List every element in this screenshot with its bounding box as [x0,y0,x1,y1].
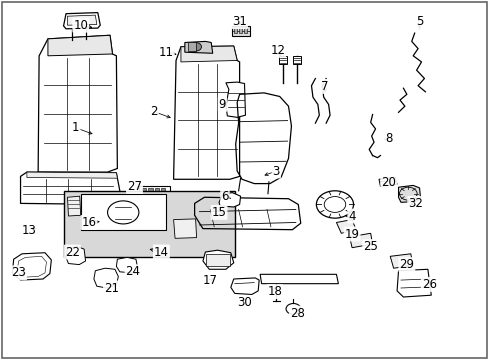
Circle shape [107,201,139,224]
Text: 4: 4 [347,210,355,222]
Text: 12: 12 [270,44,285,57]
Polygon shape [66,247,85,265]
Text: 28: 28 [289,307,304,320]
Polygon shape [378,177,396,186]
Text: 24: 24 [125,265,140,278]
Polygon shape [38,35,117,172]
Polygon shape [181,46,237,62]
Polygon shape [230,278,259,294]
Polygon shape [12,253,51,280]
Text: 30: 30 [237,296,251,309]
Polygon shape [116,257,138,273]
Polygon shape [20,172,120,204]
Text: 19: 19 [344,228,359,240]
Polygon shape [219,193,240,207]
Bar [139,186,169,195]
Polygon shape [173,219,196,238]
Polygon shape [67,196,81,216]
Text: 27: 27 [127,180,142,193]
Bar [243,27,246,33]
Polygon shape [63,13,100,29]
Polygon shape [94,268,118,288]
Text: 10: 10 [73,19,88,32]
Bar [233,27,237,33]
Bar [154,188,159,194]
Polygon shape [336,220,355,233]
Bar [238,27,242,33]
Bar [81,194,166,230]
Polygon shape [63,191,234,257]
Text: 11: 11 [159,46,173,59]
Text: 9: 9 [218,98,226,111]
Text: 5: 5 [415,15,423,28]
Text: 29: 29 [399,258,413,271]
Text: 7: 7 [321,80,328,93]
Text: 14: 14 [154,246,168,258]
Polygon shape [184,41,212,53]
Text: 15: 15 [211,206,226,219]
Text: 13: 13 [22,224,37,237]
Bar [188,42,195,51]
Bar [161,188,165,194]
Polygon shape [27,172,117,178]
Text: 23: 23 [11,266,26,279]
Polygon shape [398,185,420,202]
Polygon shape [48,35,112,56]
Bar [231,26,250,36]
Text: 1: 1 [72,121,80,134]
Text: 26: 26 [421,278,436,291]
Polygon shape [173,46,239,179]
Text: 17: 17 [203,274,217,287]
Text: 31: 31 [232,15,246,28]
Text: 3: 3 [272,165,280,177]
Text: 6: 6 [221,190,228,203]
Polygon shape [203,250,233,269]
Circle shape [285,303,300,314]
Text: 16: 16 [81,216,96,229]
Text: 8: 8 [384,132,392,145]
Text: 25: 25 [363,240,377,253]
Polygon shape [225,82,245,117]
Bar [148,188,152,194]
Bar [293,56,301,64]
Text: 2: 2 [150,105,158,118]
Bar [206,254,229,266]
Text: 22: 22 [65,246,80,258]
Polygon shape [389,254,412,268]
Text: 20: 20 [381,176,395,189]
Bar [278,56,286,64]
Bar [142,188,146,194]
Circle shape [189,42,201,51]
Text: 32: 32 [407,197,422,210]
Polygon shape [396,269,430,297]
Polygon shape [67,15,97,25]
Polygon shape [349,233,372,248]
Text: 21: 21 [104,282,119,294]
Text: 18: 18 [267,285,282,298]
